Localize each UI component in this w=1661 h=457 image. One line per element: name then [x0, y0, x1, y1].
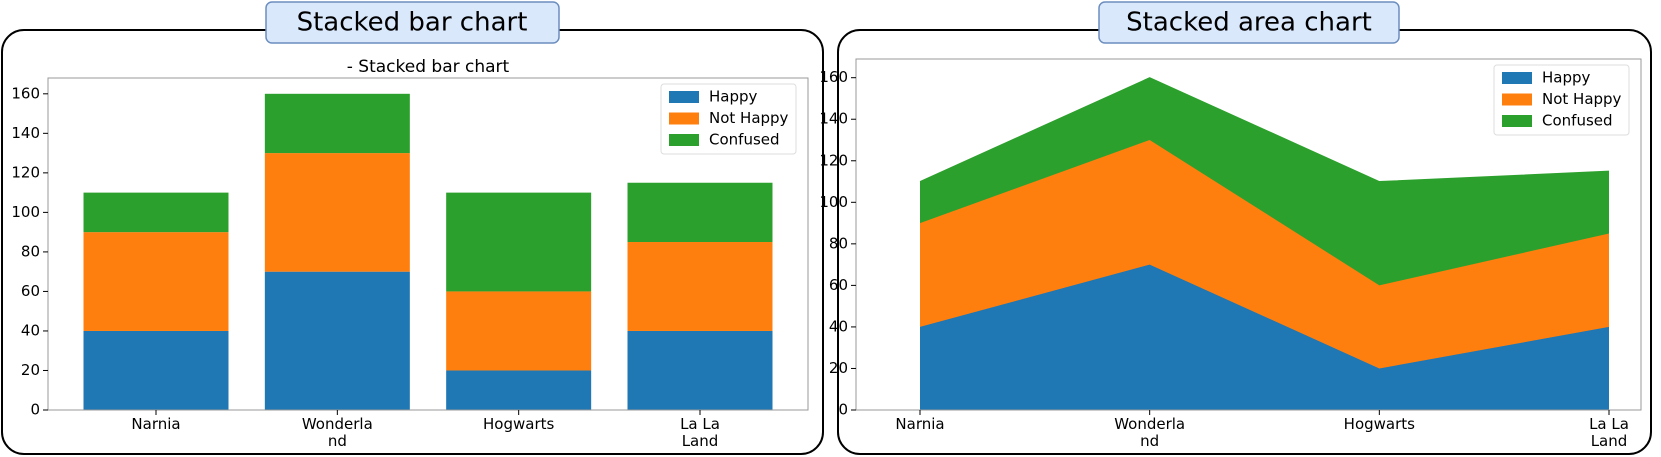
- x-tick-label: Hogwarts: [1343, 416, 1415, 433]
- y-tick-label: 60: [829, 276, 848, 294]
- panel-header: [265, 1, 560, 44]
- y-tick-label: 160: [819, 68, 848, 86]
- x-tick-label-box: Narnia: [131, 416, 181, 433]
- x-tick-label: La La Land: [1589, 416, 1629, 450]
- y-tick-label: 140: [11, 124, 40, 142]
- legend-swatch: [669, 112, 699, 125]
- area-fill: [920, 77, 1609, 286]
- y-tick-label: 140: [819, 110, 848, 128]
- panel-title: Stacked area chart: [1126, 8, 1372, 38]
- legend-label: Confused: [709, 131, 780, 149]
- legend-swatch: [1502, 93, 1532, 106]
- legend-label: Not Happy: [1542, 90, 1622, 108]
- y-tick-label: 40: [829, 317, 848, 335]
- x-tick-label: Wonderla nd: [301, 416, 373, 450]
- bar-segment: [446, 370, 592, 410]
- legend-label: Not Happy: [709, 109, 789, 127]
- y-tick-label: 80: [21, 242, 40, 260]
- x-tick-label: Narnia: [131, 416, 181, 433]
- bar-segment: [83, 192, 229, 233]
- panel-title: Stacked bar chart: [297, 8, 528, 38]
- y-tick-label: 20: [829, 359, 848, 377]
- x-tick-label-box: La La Land: [1589, 416, 1629, 450]
- bar-segment: [264, 93, 410, 154]
- y-tick-label: 0: [838, 401, 848, 419]
- x-tick-label: Wonderla nd: [1114, 416, 1186, 450]
- bar-segment: [83, 232, 229, 331]
- x-tick-label-box: Wonderla nd: [1114, 416, 1186, 450]
- legend-swatch: [1502, 115, 1532, 127]
- x-tick-label-box: Hogwarts: [483, 416, 555, 433]
- x-tick-label-box: Narnia: [895, 416, 945, 433]
- x-tick-label: La La Land: [680, 416, 720, 450]
- y-tick-label: 120: [11, 163, 40, 181]
- axes-frame: [47, 77, 809, 411]
- x-tick-label-box: Wonderla nd: [301, 416, 373, 450]
- x-tick-label: Hogwarts: [483, 416, 555, 433]
- x-tick-label-box: La La Land: [680, 416, 720, 450]
- area-edge: [919, 77, 1610, 183]
- y-tick-label: 80: [829, 234, 848, 252]
- bar-segment: [83, 330, 229, 410]
- bar-segment: [446, 192, 592, 292]
- legend-label: Confused: [1542, 112, 1613, 130]
- y-tick-label: 60: [21, 282, 40, 300]
- area-fill: [920, 264, 1609, 410]
- bar-segment: [627, 242, 773, 331]
- panel-header: [1098, 1, 1400, 44]
- legend-swatch: [669, 91, 699, 103]
- y-tick-label: 0: [30, 401, 40, 419]
- y-tick-label: 120: [819, 151, 848, 169]
- legend-swatch: [1502, 72, 1532, 84]
- area-edge: [919, 139, 1610, 286]
- y-tick-label: 160: [11, 84, 40, 102]
- area-fill: [920, 140, 1609, 369]
- bar-segment: [627, 182, 773, 243]
- x-tick-label: Narnia: [895, 416, 945, 433]
- y-tick-label: 100: [11, 203, 40, 221]
- y-tick-label: 40: [21, 321, 40, 339]
- x-tick-label-box: Hogwarts: [1343, 416, 1415, 433]
- bar-segment: [264, 271, 410, 410]
- legend-label: Happy: [709, 88, 758, 106]
- y-tick-label: 20: [21, 361, 40, 379]
- legend-swatch: [669, 134, 699, 146]
- bar-segment: [627, 330, 773, 410]
- y-tick-label: 100: [819, 193, 848, 211]
- bar-segment: [446, 291, 592, 371]
- chart-title: - Stacked bar chart: [347, 57, 510, 77]
- bar-segment: [264, 153, 410, 272]
- axes-frame: [855, 58, 1642, 411]
- legend-label: Happy: [1542, 69, 1591, 87]
